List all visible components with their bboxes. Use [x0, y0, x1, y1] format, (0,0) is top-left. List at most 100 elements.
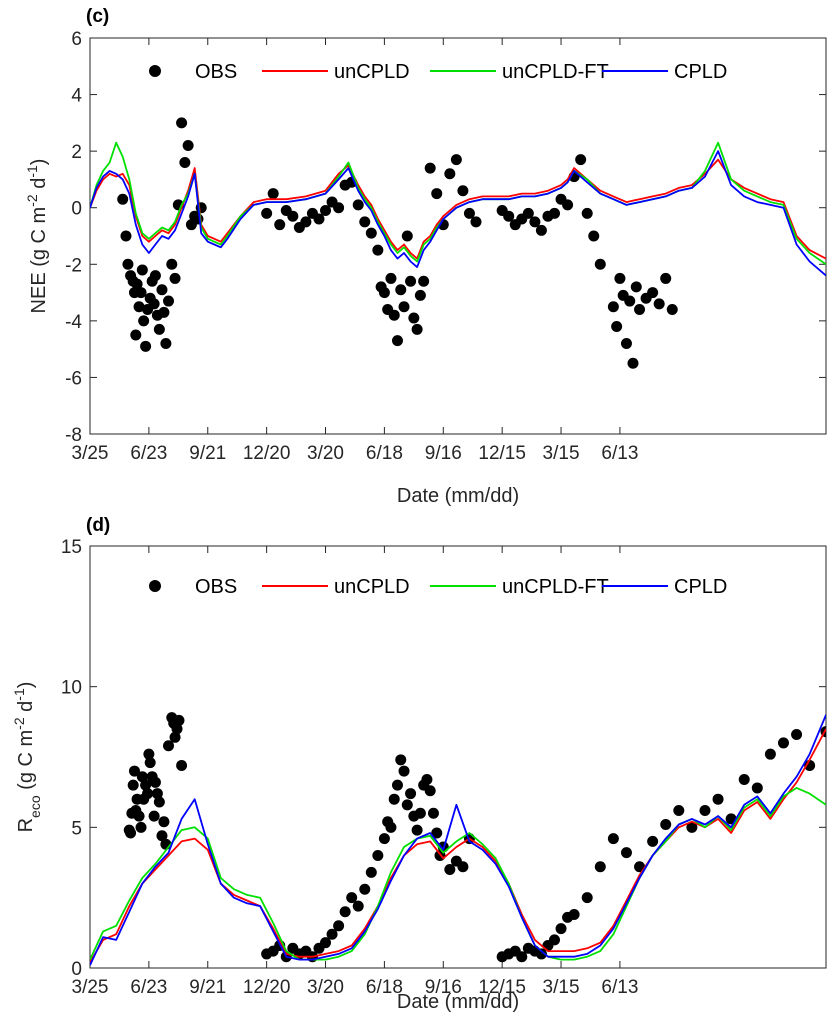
- obs-point: [627, 357, 639, 369]
- y-title-superscript: -1: [24, 165, 40, 178]
- obs-point: [751, 782, 763, 794]
- obs-point: [136, 264, 148, 276]
- obs-point: [791, 728, 803, 740]
- obs-point: [660, 272, 672, 284]
- series-line-uncpld: [90, 158, 826, 260]
- y-tick-label: 15: [61, 537, 82, 558]
- obs-point: [516, 951, 528, 963]
- obs-point: [444, 168, 456, 180]
- obs-point: [391, 335, 403, 347]
- y-tick-label: 5: [71, 818, 82, 839]
- obs-point: [607, 301, 619, 313]
- x-tick-label: 12/20: [243, 443, 291, 464]
- obs-point: [359, 216, 371, 228]
- x-tick-label: 6/13: [601, 977, 638, 998]
- obs-point: [143, 748, 155, 760]
- obs-point: [529, 216, 541, 228]
- x-tick-label: 6/18: [366, 443, 403, 464]
- obs-point: [398, 301, 410, 313]
- obs-point: [144, 757, 156, 769]
- obs-point: [352, 900, 364, 912]
- legend-label: CPLD: [674, 61, 727, 83]
- obs-point: [313, 213, 325, 225]
- obs-point: [130, 329, 142, 341]
- obs-point: [158, 306, 170, 318]
- y-tick-label: -2: [65, 255, 82, 276]
- y-title-superscript: -2: [24, 194, 40, 207]
- obs-point: [320, 937, 332, 949]
- obs-point: [457, 185, 469, 197]
- obs-point: [140, 340, 152, 352]
- legend-label: OBS: [195, 61, 237, 83]
- y-title-superscript: -2: [11, 717, 27, 730]
- obs-point: [431, 827, 443, 839]
- obs-point: [405, 275, 417, 287]
- obs-point: [568, 909, 580, 921]
- obs-point: [457, 861, 469, 873]
- obs-point: [267, 188, 279, 200]
- series-line-uncpld: [90, 728, 826, 963]
- y-axis-title: Reco (g C m-2 d-1): [11, 682, 43, 833]
- obs-point: [117, 193, 129, 205]
- obs-point: [148, 298, 160, 310]
- obs-point: [395, 754, 407, 766]
- obs-point: [581, 892, 593, 904]
- obs-point: [326, 928, 338, 940]
- obs-point: [450, 154, 462, 166]
- obs-point: [163, 740, 175, 752]
- y-title-part: R: [15, 818, 37, 832]
- y-tick-label: 6: [71, 29, 82, 50]
- obs-point: [261, 207, 273, 219]
- legend-label: unCPLD-FT: [502, 61, 609, 83]
- obs-point: [421, 774, 433, 786]
- obs-point: [418, 275, 430, 287]
- obs-point: [388, 309, 400, 321]
- obs-point: [163, 295, 175, 307]
- y-title-part: ): [15, 682, 37, 689]
- legend-label: unCPLD-FT: [502, 576, 609, 598]
- obs-point: [470, 216, 482, 228]
- x-tick-label: 3/15: [543, 977, 580, 998]
- obs-point: [149, 270, 161, 282]
- obs-point: [611, 321, 623, 333]
- obs-point: [182, 139, 194, 151]
- obs-point: [408, 312, 420, 324]
- obs-point: [156, 284, 168, 296]
- legend: OBS unCPLD unCPLD-FT CPLD: [149, 61, 727, 83]
- obs-point: [562, 199, 574, 211]
- obs-point: [176, 759, 188, 771]
- obs-point: [548, 934, 560, 946]
- x-tick-label: 6/23: [130, 443, 167, 464]
- obs-point: [647, 835, 659, 847]
- obs-point: [581, 207, 593, 219]
- obs-point: [660, 819, 672, 831]
- y-tick-label: 4: [71, 86, 82, 107]
- x-tick-label: 3/25: [72, 977, 109, 998]
- obs-point: [378, 287, 390, 299]
- obs-point: [148, 810, 160, 822]
- obs-point: [135, 287, 147, 299]
- y-axis-title: NEE (g C m-2 d-1): [24, 159, 50, 314]
- x-tick-label: 3/25: [72, 443, 109, 464]
- obs-point: [411, 824, 423, 836]
- obs-point: [624, 295, 636, 307]
- obs-point: [169, 272, 181, 284]
- obs-point: [372, 849, 384, 861]
- obs-point: [401, 799, 413, 811]
- y-tick-label: -4: [65, 312, 82, 333]
- obs-point: [156, 830, 168, 842]
- y-title-part: d: [28, 178, 50, 195]
- y-tick-label: 10: [61, 678, 82, 699]
- panel-label: (d): [86, 515, 110, 536]
- obs-point: [820, 726, 826, 738]
- obs-point: [138, 315, 150, 327]
- series-line-cpld: [90, 714, 826, 966]
- obs-point: [427, 807, 439, 819]
- legend-label: unCPLD: [334, 61, 410, 83]
- obs-point: [607, 833, 619, 845]
- y-title-subscript: eco: [27, 795, 43, 818]
- obs-point: [647, 287, 659, 299]
- x-tick-label: 6/13: [601, 443, 638, 464]
- legend-label: unCPLD: [334, 576, 410, 598]
- panel-label: (c): [86, 6, 109, 27]
